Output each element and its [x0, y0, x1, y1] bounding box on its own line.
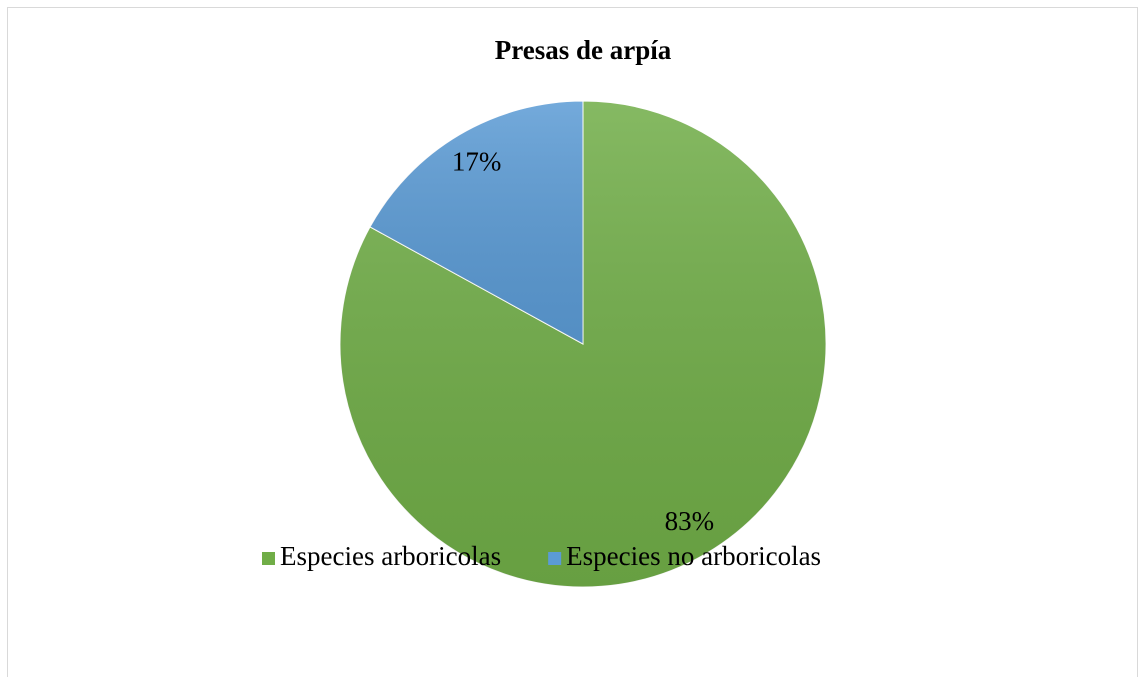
- chart-frame: [7, 7, 1138, 677]
- legend-label: Especies no arboricolas: [566, 541, 821, 571]
- data-label: 83%: [665, 506, 715, 536]
- data-label: 17%: [452, 146, 502, 176]
- chart-title: Presas de arpía: [495, 35, 672, 65]
- legend-swatch: [548, 552, 562, 565]
- legend-label: Especies arboricolas: [280, 541, 501, 571]
- slice-shade: [370, 101, 583, 344]
- legend-swatch: [262, 552, 275, 565]
